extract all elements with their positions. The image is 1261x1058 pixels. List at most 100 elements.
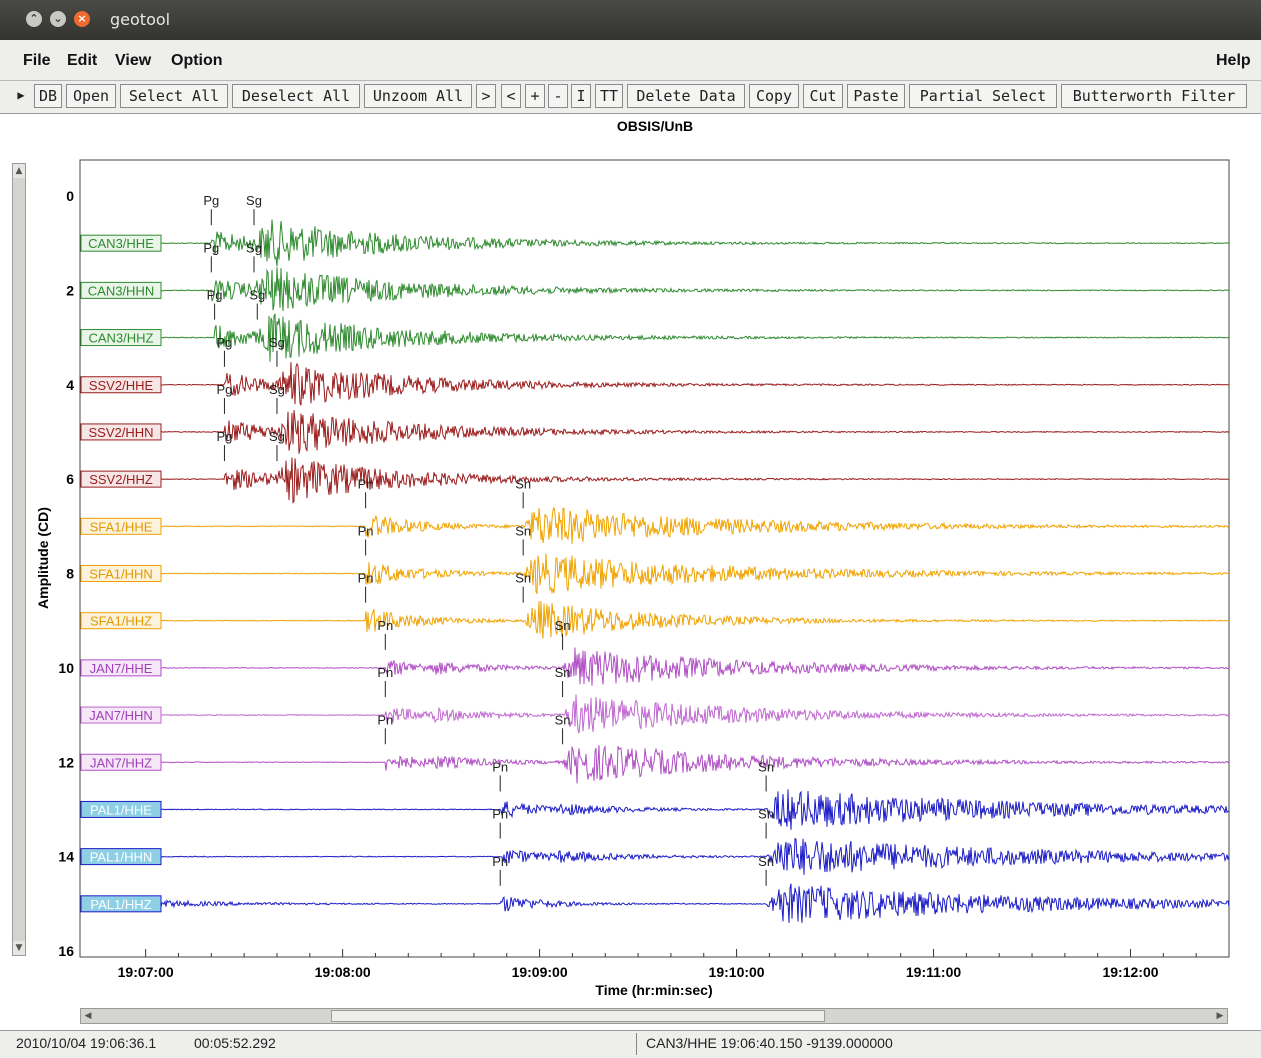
y-tick-label: 2 [66, 282, 74, 298]
trace-label-box[interactable] [80, 848, 162, 866]
trace-jan7-hhe[interactable]: JAN7/HHE Pn Sn [80, 618, 1230, 686]
trace-pal1-hhe[interactable]: PAL1/HHE Pn Sn [80, 759, 1230, 830]
menu-file[interactable]: File [23, 52, 51, 69]
y-tick-label: 0 [66, 188, 74, 204]
trace-label: PAL1/HHN [90, 850, 153, 865]
y-axis-label: Amplitude (CD) [35, 507, 51, 609]
paste-button[interactable]: Paste [847, 84, 905, 108]
status-cursor-readout: CAN3/HHE 19:06:40.150 -9139.000000 [646, 1035, 893, 1051]
trace-ssv2-hhe[interactable]: SSV2/HHE Pg Sg [80, 335, 1230, 406]
marker-button[interactable]: I [571, 84, 591, 108]
phase-pick-label: Pn [492, 759, 508, 774]
deselect-all-button[interactable]: Deselect All [232, 84, 360, 108]
butterworth-filter-button[interactable]: Butterworth Filter [1061, 84, 1247, 108]
phase-pick-label: Sg [269, 335, 285, 350]
window-close-button[interactable]: × [74, 11, 90, 27]
trace-pal1-hhn[interactable]: PAL1/HHN Pn Sn [80, 807, 1230, 875]
trace-label-box[interactable] [80, 895, 162, 913]
unzoom-all-button[interactable]: Unzoom All [364, 84, 472, 108]
scroll-left-icon[interactable]: ◀ [84, 1011, 92, 1021]
trace-label-box[interactable] [80, 470, 162, 488]
y-tick-label: 4 [66, 377, 74, 393]
trace-jan7-hhn[interactable]: JAN7/HHN Pn Sn [80, 665, 1230, 734]
cut-button[interactable]: Cut [803, 84, 843, 108]
trace-sfa1-hhn[interactable]: SFA1/HHN Pn Sn [80, 524, 1230, 595]
trace-label: SFA1/HHZ [90, 614, 152, 629]
trace-ssv2-hhn[interactable]: SSV2/HHN Pg Sg [80, 382, 1230, 454]
trace-label-box[interactable] [80, 329, 162, 347]
trace-label-box[interactable] [80, 659, 162, 677]
phase-pick-label: Sg [269, 429, 285, 444]
phase-pick-label: Pn [358, 476, 374, 491]
tt-button[interactable]: TT [595, 84, 623, 108]
trace-can3-hhz[interactable]: CAN3/HHZ Pg Sg [80, 288, 1230, 362]
phase-pick-label: Pg [207, 288, 223, 303]
zoom-in-button[interactable]: + [525, 84, 545, 108]
phase-pick-label: Sn [758, 807, 774, 822]
waveform-line [157, 267, 1230, 312]
scroll-up-icon[interactable]: ▲ [13, 164, 25, 178]
trace-label-box[interactable] [80, 423, 162, 441]
trace-jan7-hhz[interactable]: JAN7/HHZ Pn Sn [80, 712, 1230, 784]
toolbar: ▶ DB Open Select All Deselect All Unzoom… [0, 81, 1261, 114]
scroll-left-button[interactable]: < [501, 84, 521, 108]
zoom-out-button[interactable]: - [548, 84, 568, 108]
select-all-button[interactable]: Select All [120, 84, 228, 108]
partial-select-button[interactable]: Partial Select [909, 84, 1057, 108]
horizontal-scrollbar[interactable]: ◀ ▶ [80, 1008, 1228, 1024]
trace-label: SFA1/HHE [90, 519, 153, 534]
phase-pick-label: Sn [758, 854, 774, 869]
waveform-line [158, 313, 1230, 362]
open-button[interactable]: Open [66, 84, 116, 108]
trace-ssv2-hhz[interactable]: SSV2/HHZ Pg Sg [80, 429, 1230, 504]
y-tick-label: 12 [58, 754, 74, 770]
phase-pick-label: Pn [377, 712, 393, 727]
window-maximize-button[interactable]: ⌄ [50, 11, 66, 27]
waveform-plot[interactable]: Amplitude (CD) Time (hr:min:sec) 0 2 4 6 8 10… [0, 0, 1261, 1000]
x-tick-label: 19:11:00 [906, 964, 961, 980]
y-tick-label: 8 [66, 566, 74, 582]
scroll-right-icon[interactable]: ▶ [1216, 1011, 1224, 1021]
scroll-thumb[interactable] [331, 1010, 825, 1022]
phase-pick-label: Pn [377, 665, 393, 680]
phase-pick-label: Pg [216, 335, 232, 350]
menu-view[interactable]: View [115, 52, 152, 69]
trace-can3-hhe[interactable]: CAN3/HHE Pg Sg [80, 193, 1230, 267]
trace-label-box[interactable] [80, 517, 162, 535]
trace-sfa1-hhz[interactable]: SFA1/HHZ Pn Sn [80, 571, 1230, 639]
trace-label-box[interactable] [80, 800, 162, 818]
x-axis-label: Time (hr:min:sec) [595, 982, 712, 998]
window-minimize-button[interactable]: ⌃ [26, 11, 42, 27]
phase-pick-label: Pg [216, 429, 232, 444]
trace-label: SSV2/HHE [89, 378, 154, 393]
copy-button[interactable]: Copy [749, 84, 799, 108]
trace-label-box[interactable] [80, 706, 162, 724]
toolbar-arrow-icon[interactable]: ▶ [17, 88, 25, 102]
trace-pal1-hhz[interactable]: PAL1/HHZ Pn Sn [80, 854, 1230, 923]
trace-label-box[interactable] [80, 281, 162, 299]
phase-pick-label: Sn [758, 759, 774, 774]
trace-sfa1-hhe[interactable]: SFA1/HHE Pn Sn [80, 476, 1230, 545]
menu-edit[interactable]: Edit [67, 52, 98, 69]
menu-help[interactable]: Help [1216, 52, 1251, 69]
window-titlebar: ⌃ ⌄ × geotool [0, 0, 1261, 40]
trace-label-box[interactable] [80, 753, 162, 771]
scroll-right-button[interactable]: > [476, 84, 496, 108]
trace-label-box[interactable] [80, 565, 162, 582]
x-tick-label: 19:10:00 [709, 964, 765, 980]
trace-label-box[interactable] [80, 612, 162, 630]
db-button[interactable]: DB [34, 84, 62, 108]
y-tick-label: 6 [66, 471, 74, 487]
delete-data-button[interactable]: Delete Data [627, 84, 745, 108]
trace-label-box[interactable] [80, 376, 162, 394]
waveform-line [157, 789, 1230, 830]
scroll-down-icon[interactable]: ▼ [13, 941, 25, 955]
plot-frame [79, 159, 1230, 958]
trace-label-box[interactable] [80, 234, 162, 252]
waveform-line [157, 457, 1230, 504]
phase-pick-label: Pn [492, 807, 508, 822]
vertical-scrollbar[interactable]: ▲ ▼ [12, 163, 26, 956]
menu-option[interactable]: Option [171, 52, 223, 69]
trace-can3-hhn[interactable]: CAN3/HHN Pg Sg [80, 240, 1230, 312]
trace-label: CAN3/HHE [88, 236, 154, 251]
